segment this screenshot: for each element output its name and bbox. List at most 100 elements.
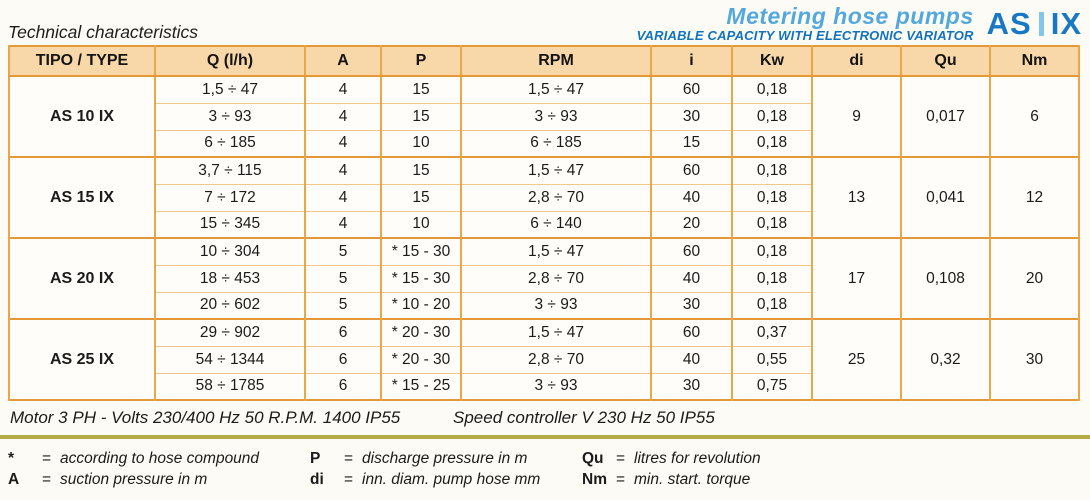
kw-cell: 0,18	[731, 237, 813, 265]
a-cell: 4	[304, 156, 382, 184]
table-row: 58 ÷ 1785 6 * 15 - 25 3 ÷ 93 30 0,75	[9, 372, 1079, 400]
page-header: Technical characteristics Metering hose …	[0, 0, 1090, 45]
table-row: AS 10 IX 1,5 ÷ 47 4 15 1,5 ÷ 47 60 0,18 …	[8, 75, 1080, 157]
di-cell: 17	[811, 237, 902, 319]
a-cell: 5	[304, 291, 382, 319]
rpm-cell: 1,5 ÷ 47	[460, 156, 652, 184]
col-header-di: di	[811, 46, 902, 77]
di-cell: 13	[811, 156, 902, 238]
rpm-cell: 1,5 ÷ 47	[460, 237, 652, 265]
q-cell: 18 ÷ 453	[154, 264, 306, 292]
product-title: Metering hose pumps	[726, 2, 974, 29]
i-cell: 40	[650, 264, 733, 292]
rpm-cell: 3 ÷ 93	[460, 372, 652, 400]
kw-cell: 0,18	[731, 210, 813, 238]
kw-cell: 0,18	[731, 183, 813, 211]
legend-symbol: Qu	[582, 450, 604, 467]
group-as-25-ix: AS 25 IX 29 ÷ 902 6 * 20 - 30 1,5 ÷ 47 6…	[8, 318, 1080, 400]
table-row: 54 ÷ 1344 6 * 20 - 30 2,8 ÷ 70 40 0,55	[9, 345, 1079, 373]
q-cell: 15 ÷ 345	[154, 210, 306, 238]
p-cell: * 10 - 20	[380, 291, 462, 319]
q-cell: 6 ÷ 185	[154, 129, 306, 157]
legend-symbol: Nm	[582, 471, 607, 488]
kw-cell: 0,18	[731, 291, 813, 319]
type-cell: AS 10 IX	[8, 75, 156, 157]
spec-table: TIPO / TYPE Q (l/h) A P RPM i Kw di Qu N…	[8, 45, 1080, 401]
legend-definition: inn. diam. pump hose mm	[362, 471, 541, 488]
nm-cell: 12	[989, 156, 1080, 238]
legend-symbol: A	[8, 471, 20, 488]
q-cell: 58 ÷ 1785	[154, 372, 306, 400]
legend-item-p: P = discharge pressure in m	[310, 450, 582, 468]
rpm-cell: 2,8 ÷ 70	[460, 264, 652, 292]
kw-cell: 0,55	[731, 345, 813, 373]
a-cell: 5	[304, 237, 382, 265]
i-cell: 30	[650, 372, 733, 400]
rpm-cell: 6 ÷ 185	[460, 129, 652, 157]
q-cell: 10 ÷ 304	[154, 237, 306, 265]
table-row: 20 ÷ 602 5 * 10 - 20 3 ÷ 93 30 0,18	[9, 291, 1079, 319]
rpm-cell: 2,8 ÷ 70	[460, 183, 652, 211]
type-cell: AS 15 IX	[8, 156, 156, 238]
legend-item-di: di = inn. diam. pump hose mm	[310, 471, 582, 489]
kw-cell: 0,18	[731, 102, 813, 130]
group-as-10-ix: AS 10 IX 1,5 ÷ 47 4 15 1,5 ÷ 47 60 0,18 …	[8, 75, 1080, 157]
table-row: AS 25 IX 29 ÷ 902 6 * 20 - 30 1,5 ÷ 47 6…	[8, 318, 1080, 400]
col-header-nm: Nm	[989, 46, 1080, 77]
table-row: 6 ÷ 185 4 10 6 ÷ 185 15 0,18	[9, 129, 1079, 157]
kw-cell: 0,75	[731, 372, 813, 400]
nm-cell: 30	[989, 318, 1080, 400]
i-cell: 30	[650, 102, 733, 130]
p-cell: * 15 - 30	[380, 237, 462, 265]
table-row: 15 ÷ 345 4 10 6 ÷ 140 20 0,18	[9, 210, 1079, 238]
model-series: AS	[986, 5, 1032, 41]
p-cell: * 20 - 30	[380, 318, 462, 346]
legend-symbol: P	[310, 450, 321, 467]
a-cell: 4	[304, 210, 382, 238]
p-cell: 15	[380, 102, 462, 130]
legend-symbol: di	[310, 471, 324, 488]
kw-cell: 0,18	[731, 75, 813, 103]
equals-sign: =	[42, 471, 52, 488]
kw-cell: 0,37	[731, 318, 813, 346]
a-cell: 6	[304, 345, 382, 373]
motor-spec: Motor 3 PH - Volts 230/400 Hz 50 R.P.M. …	[10, 408, 401, 427]
p-cell: * 20 - 30	[380, 345, 462, 373]
i-cell: 20	[650, 210, 733, 238]
col-header-i: i	[650, 46, 733, 77]
legend-definition: litres for revolution	[634, 450, 761, 467]
q-cell: 29 ÷ 902	[154, 318, 306, 346]
col-header-kw: Kw	[731, 46, 813, 77]
type-cell: AS 20 IX	[8, 237, 156, 319]
q-cell: 20 ÷ 602	[154, 291, 306, 319]
p-cell: 15	[380, 75, 462, 103]
rpm-cell: 6 ÷ 140	[460, 210, 652, 238]
q-cell: 7 ÷ 172	[154, 183, 306, 211]
rpm-cell: 3 ÷ 93	[460, 102, 652, 130]
nm-cell: 20	[989, 237, 1080, 319]
type-cell: AS 25 IX	[8, 318, 156, 400]
col-header-qu: Qu	[900, 46, 991, 77]
i-cell: 15	[650, 129, 733, 157]
header-row: TIPO / TYPE Q (l/h) A P RPM i Kw di Qu N…	[8, 46, 1080, 77]
p-cell: 15	[380, 183, 462, 211]
brand-text: Metering hose pumps VARIABLE CAPACITY WI…	[636, 2, 974, 44]
table-row: 18 ÷ 453 5 * 15 - 30 2,8 ÷ 70 40 0,18	[9, 264, 1079, 292]
legend-item-asterisk: * = according to hose compound	[8, 450, 310, 468]
model-code: AS IX	[987, 6, 1084, 42]
legend-item-nm: Nm = min. start. torque	[582, 471, 1090, 489]
a-cell: 4	[304, 129, 382, 157]
legend-definition: discharge pressure in m	[362, 450, 528, 467]
equals-sign: =	[616, 450, 626, 467]
a-cell: 6	[304, 372, 382, 400]
rpm-cell: 3 ÷ 93	[460, 291, 652, 319]
p-cell: 10	[380, 210, 462, 238]
p-cell: * 15 - 30	[380, 264, 462, 292]
legend-definition: suction pressure in m	[60, 471, 208, 488]
product-subtitle: VARIABLE CAPACITY WITH ELECTRONIC VARIAT…	[636, 28, 974, 44]
i-cell: 60	[650, 75, 733, 103]
legend-definition: according to hose compound	[60, 450, 260, 467]
p-cell: 15	[380, 156, 462, 184]
legend-item-a: A = suction pressure in m	[8, 471, 310, 489]
a-cell: 4	[304, 75, 382, 103]
